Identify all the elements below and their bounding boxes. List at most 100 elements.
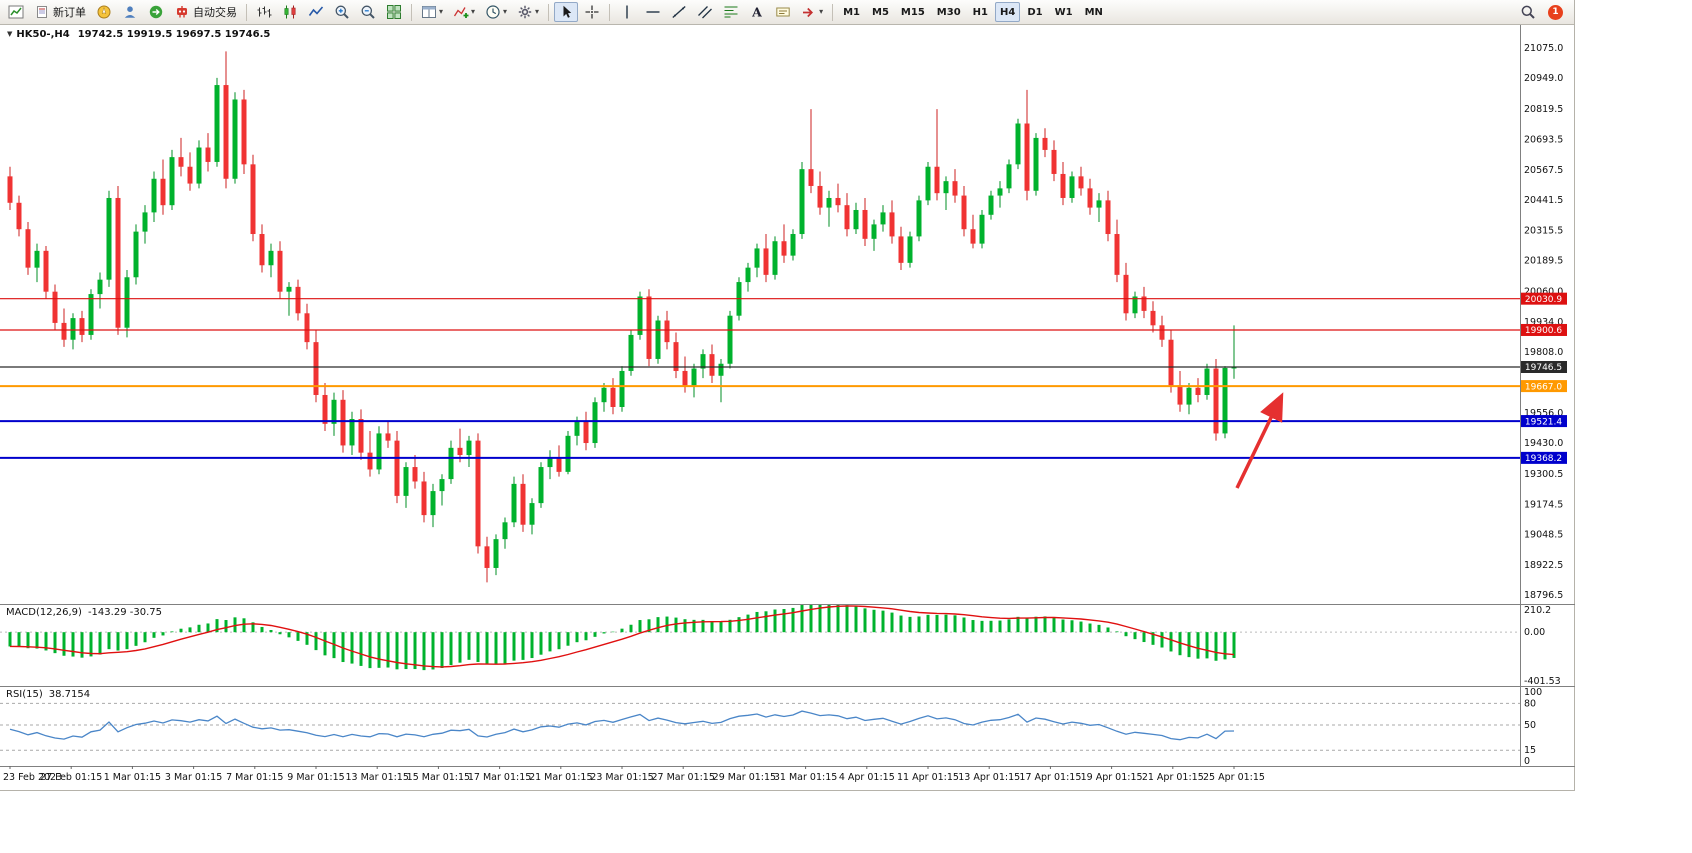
community-button[interactable] — [144, 2, 168, 22]
timeframe-m1[interactable]: M1 — [838, 2, 865, 22]
arrange-windows-button[interactable]: ▾ — [417, 2, 447, 22]
svg-text:20567.5: 20567.5 — [1524, 165, 1563, 176]
search-button[interactable] — [1516, 2, 1540, 22]
zoom-out-button[interactable] — [356, 2, 380, 22]
candlestick-chart-button[interactable] — [278, 2, 302, 22]
svg-text:-401.53: -401.53 — [1524, 676, 1561, 687]
tile-windows-button[interactable] — [382, 2, 406, 22]
dropdown-arrow-icon[interactable]: ▾ — [819, 7, 824, 16]
price-badge — [1520, 292, 1567, 305]
timeframe-d1[interactable]: D1 — [1022, 2, 1047, 22]
svg-text:31 Mar 01:15: 31 Mar 01:15 — [774, 772, 837, 783]
timeframe-d1-label: D1 — [1027, 6, 1043, 18]
dropdown-arrow-icon[interactable]: ▾ — [503, 7, 508, 16]
price-badge — [1520, 380, 1567, 393]
svg-text:15: 15 — [1524, 745, 1536, 756]
autotrading-button[interactable]: 自动交易 — [170, 2, 241, 22]
timeframe-h1-label: H1 — [972, 6, 988, 18]
toolbar-separator — [246, 3, 247, 21]
timeframe-h1[interactable]: H1 — [968, 2, 993, 22]
rsi-line — [9, 710, 1235, 741]
fibo-icon — [724, 6, 738, 18]
dropdown-arrow-icon[interactable]: ▾ — [535, 7, 540, 16]
macd-values: -143.29 -30.75 — [87, 607, 162, 618]
dropdown-arrow-icon[interactable]: ▾ — [439, 7, 444, 16]
indicators-button[interactable]: ▾ — [449, 2, 479, 22]
svg-text:80: 80 — [1524, 698, 1536, 709]
level-lines[interactable]: 20030.9 19900.6 19746.5 19667.0 19521.4 19368… — [0, 292, 1567, 464]
hline-icon — [646, 11, 660, 13]
svg-text:19556.0: 19556.0 — [1524, 408, 1563, 419]
price-badge — [1520, 451, 1567, 464]
svg-text:100: 100 — [1524, 687, 1542, 698]
svg-text:18796.5: 18796.5 — [1524, 590, 1563, 601]
fibonacci-tool[interactable] — [719, 2, 743, 22]
line-chart-button[interactable] — [304, 2, 328, 22]
svg-text:19368.2: 19368.2 — [1525, 454, 1562, 464]
svg-text:25 Apr 01:15: 25 Apr 01:15 — [1203, 772, 1265, 783]
zoomin-icon — [335, 5, 349, 19]
svg-text:19048.5: 19048.5 — [1524, 530, 1563, 541]
svg-text:20441.5: 20441.5 — [1524, 195, 1563, 206]
svg-text:29 Mar 01:15: 29 Mar 01:15 — [713, 772, 776, 783]
candles-icon — [284, 5, 296, 19]
svg-text:17 Apr 01:15: 17 Apr 01:15 — [1019, 772, 1081, 783]
timeframe-w1[interactable]: W1 — [1050, 2, 1078, 22]
notification-badge[interactable]: 1 — [1548, 4, 1563, 20]
dropdown-arrow-icon[interactable]: ▾ — [471, 7, 476, 16]
equidistant-channel-tool[interactable] — [693, 2, 717, 22]
svg-text:50: 50 — [1524, 720, 1536, 731]
svg-text:21 Apr 01:15: 21 Apr 01:15 — [1142, 772, 1204, 783]
timeframe-h4[interactable]: H4 — [995, 2, 1021, 22]
person-icon — [124, 6, 136, 18]
timeframe-m5[interactable]: M5 — [867, 2, 894, 22]
svg-text:20693.5: 20693.5 — [1524, 134, 1563, 145]
timeframe-m15-label: M15 — [900, 6, 925, 18]
svg-text:3 Mar 01:15: 3 Mar 01:15 — [165, 772, 222, 783]
svg-text:7 Mar 01:15: 7 Mar 01:15 — [226, 772, 283, 783]
indicators-icon — [453, 7, 469, 18]
new-order-button[interactable]: 新订单 — [30, 2, 90, 22]
trend-arrow-annotation[interactable] — [1235, 392, 1284, 489]
text-label-tool[interactable] — [771, 2, 795, 22]
timeframe-mn[interactable]: MN — [1080, 2, 1108, 22]
rsi-name: RSI(15) — [6, 689, 43, 700]
horizontal-line-tool[interactable] — [641, 2, 665, 22]
svg-text:27 Feb 01:15: 27 Feb 01:15 — [40, 772, 102, 783]
svg-text:18922.5: 18922.5 — [1524, 560, 1563, 571]
svg-text:21075.0: 21075.0 — [1524, 43, 1563, 54]
templates-button[interactable]: ▾ — [513, 2, 543, 22]
guide-button[interactable] — [92, 2, 116, 22]
collapse-icon[interactable]: ▼ — [7, 30, 13, 38]
timeframe-m30[interactable]: M30 — [932, 2, 966, 22]
chart-canvas[interactable]: 21075.0 20949.0 20819.5 20693.5 20567.5 20441… — [0, 25, 1575, 791]
cursor-tool-button[interactable] — [554, 2, 579, 22]
price-badge — [1520, 323, 1567, 336]
new-order-button-label: 新订单 — [53, 6, 86, 19]
svg-text:23 Feb 2023: 23 Feb 2023 — [3, 772, 62, 783]
crosshair-tool-button[interactable] — [580, 2, 604, 22]
svg-text:19 Apr 01:15: 19 Apr 01:15 — [1081, 772, 1143, 783]
text-tool[interactable]: A — [745, 2, 769, 22]
svg-text:20030.9: 20030.9 — [1525, 295, 1562, 305]
symbol-text: HK50-,H4 — [16, 29, 70, 40]
svg-text:0: 0 — [1524, 756, 1530, 767]
svg-text:15 Mar 01:15: 15 Mar 01:15 — [407, 772, 470, 783]
bar-chart-button[interactable] — [252, 2, 276, 22]
arrows-tool[interactable]: ▾ — [797, 2, 827, 22]
timeframe-m1-label: M1 — [843, 6, 860, 18]
periods-button[interactable]: ▾ — [481, 2, 511, 22]
toolbar: 新订单 自动交易 ▾ ▾ ▾ ▾ A ▾ M1 M5 M15 M30 H1 H4 D1 W1 MN 1 — [0, 0, 1574, 25]
price-axis[interactable]: 21075.0 20949.0 20819.5 20693.5 20567.5 20441… — [1524, 43, 1563, 601]
new-chart-button[interactable] — [4, 2, 28, 22]
zoomout-icon — [361, 5, 375, 19]
profile-button[interactable] — [118, 2, 142, 22]
timeframe-m15[interactable]: M15 — [896, 2, 930, 22]
trendline-tool[interactable] — [667, 2, 691, 22]
timeframe-w1-label: W1 — [1054, 6, 1073, 18]
svg-text:20315.5: 20315.5 — [1524, 225, 1563, 236]
zoom-in-button[interactable] — [330, 2, 354, 22]
toolbar-right-group: 1 — [1515, 2, 1571, 22]
vertical-line-tool[interactable] — [615, 2, 639, 22]
